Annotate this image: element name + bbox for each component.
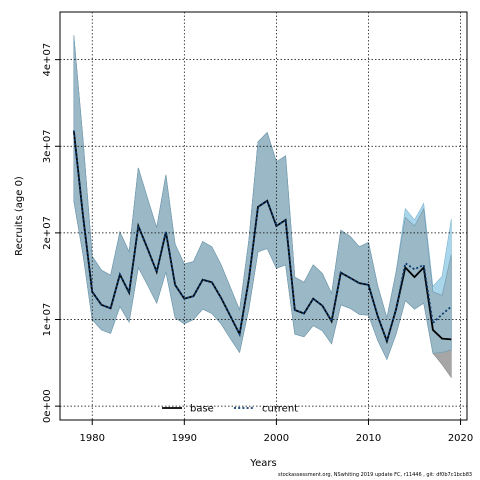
legend-label-current: current <box>262 404 298 415</box>
footer-note: stockassessment.org, NSwhiting 2019 upda… <box>278 472 473 478</box>
x-axis-title: Years <box>249 458 276 469</box>
band-overlap <box>73 35 452 361</box>
x-tick-label: 1980 <box>80 433 105 444</box>
y-tick-label: 2e+07 <box>42 216 53 250</box>
y-tick-label: 3e+07 <box>42 129 53 163</box>
x-tick-label: 1990 <box>172 433 197 444</box>
plot-frame <box>59 11 468 421</box>
x-tick-label: 2010 <box>356 433 381 444</box>
legend-label-base: base <box>190 404 214 415</box>
y-axis-title: Recruits (age 0) <box>14 176 25 256</box>
x-tick-label: 2000 <box>264 433 289 444</box>
y-tick-label: 1e+07 <box>42 303 53 337</box>
y-tick-label: 0e+00 <box>42 389 53 423</box>
x-tick-label: 2020 <box>448 433 473 444</box>
series-line-current <box>72 130 452 345</box>
y-tick-label: 4e+07 <box>42 43 53 77</box>
